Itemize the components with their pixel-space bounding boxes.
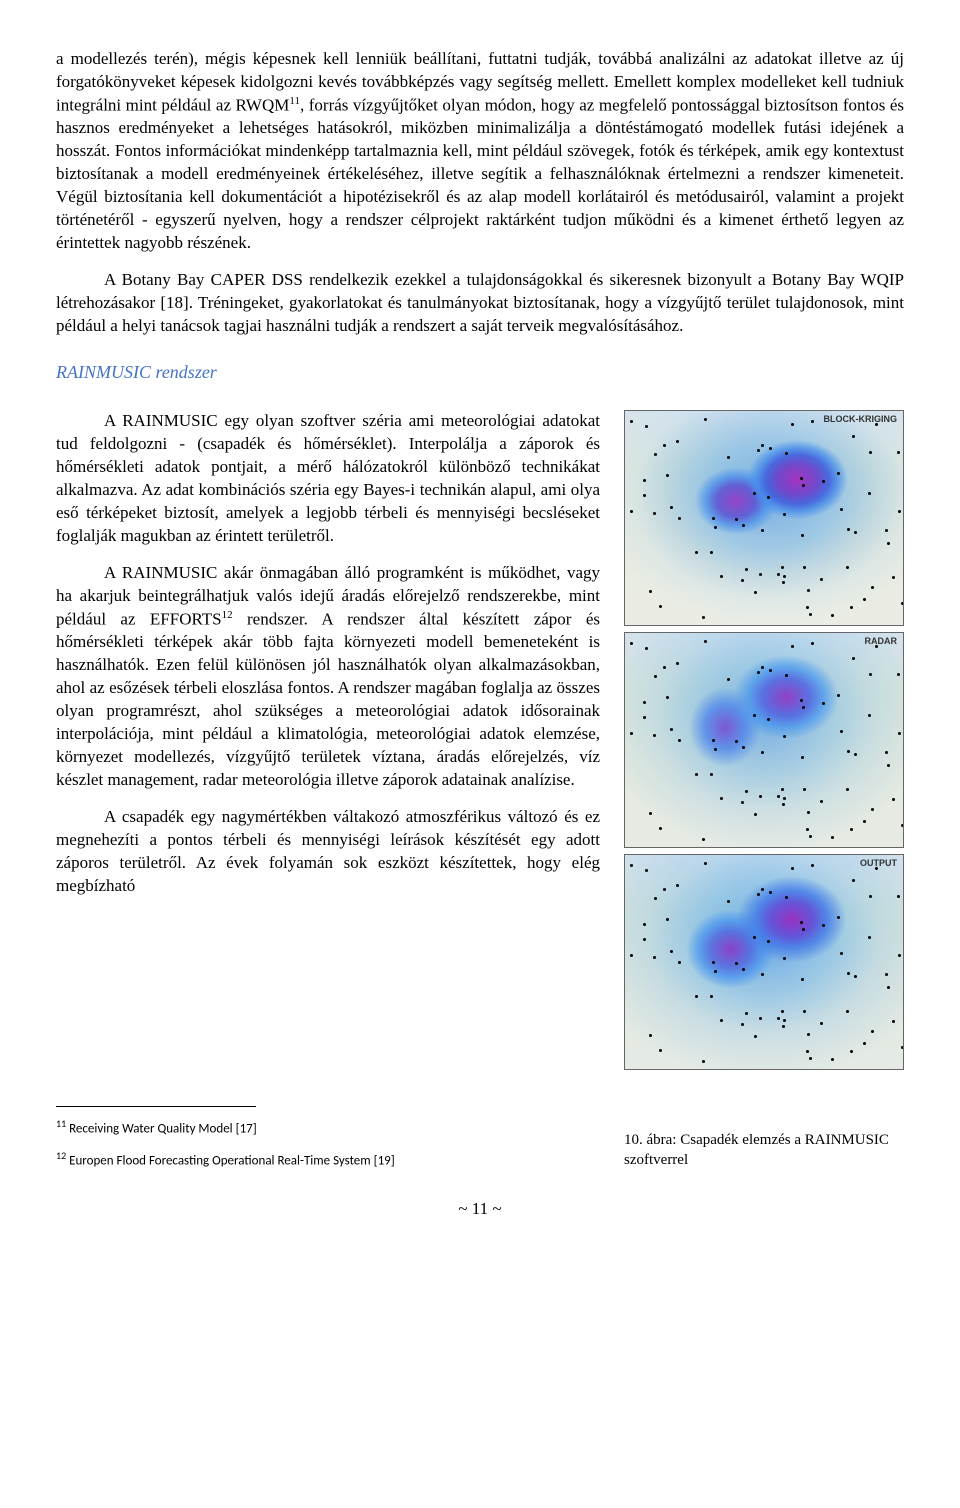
map-panel-radar: RADAR bbox=[624, 632, 904, 848]
footnote-11-text: Receiving Water Quality Model [17] bbox=[69, 1122, 257, 1137]
footnote-num-11: 11 bbox=[56, 1117, 66, 1130]
map-label-2: RADAR bbox=[865, 635, 898, 647]
two-column-layout: A RAINMUSIC egy olyan szoftver széria am… bbox=[56, 410, 904, 1076]
figure-column: BLOCK-KRIGING RADAR OUTPUT bbox=[624, 410, 904, 1076]
station-dots-3 bbox=[625, 855, 903, 1069]
paragraph-3c: A csapadék egy nagymértékben váltakozó a… bbox=[56, 806, 600, 898]
footnote-ref-11: 11 bbox=[289, 95, 300, 107]
footnote-separator bbox=[56, 1106, 256, 1107]
section-title-rainmusic: RAINMUSIC rendszer bbox=[56, 360, 904, 384]
paragraph-1: a modellezés terén), mégis képesnek kell… bbox=[56, 48, 904, 255]
map-label-3: OUTPUT bbox=[860, 857, 897, 869]
footnote-12-text: Europen Flood Forecasting Operational Re… bbox=[69, 1153, 395, 1168]
paragraph-3a: A RAINMUSIC egy olyan szoftver széria am… bbox=[56, 410, 600, 548]
map-panel-output: OUTPUT bbox=[624, 854, 904, 1070]
map-panel-block-kriging: BLOCK-KRIGING bbox=[624, 410, 904, 626]
para3b-text-b: rendszer. A rendszer által készített záp… bbox=[56, 609, 600, 789]
para1-text-b: , forrás vízgyűjtőket olyan módon, hogy … bbox=[56, 96, 904, 253]
text-column: A RAINMUSIC egy olyan szoftver széria am… bbox=[56, 410, 600, 911]
footnote-ref-12: 12 bbox=[222, 609, 233, 621]
footnote-num-12: 12 bbox=[56, 1149, 66, 1162]
figure-caption: 10. ábra: Csapadék elemzés a RAINMUSIC s… bbox=[624, 1131, 904, 1170]
footnotes-block: 11 Receiving Water Quality Model [17] 12… bbox=[56, 1076, 600, 1170]
paragraph-2: A Botany Bay CAPER DSS rendelkezik ezekk… bbox=[56, 269, 904, 338]
station-dots-1 bbox=[625, 411, 903, 625]
station-dots-2 bbox=[625, 633, 903, 847]
page-number: ~ 11 ~ bbox=[56, 1198, 904, 1221]
footnote-11: 11 Receiving Water Quality Model [17] bbox=[56, 1117, 600, 1139]
bottom-row: 11 Receiving Water Quality Model [17] 12… bbox=[56, 1076, 904, 1170]
paragraph-3b: A RAINMUSIC akár önmagában álló programk… bbox=[56, 562, 600, 792]
footnote-12: 12 Europen Flood Forecasting Operational… bbox=[56, 1149, 600, 1171]
map-label-1: BLOCK-KRIGING bbox=[824, 413, 898, 425]
